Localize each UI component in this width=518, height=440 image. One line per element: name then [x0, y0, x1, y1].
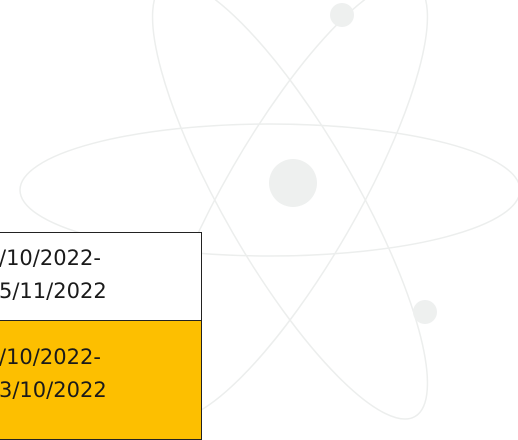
- cell-text: 3/10/2022: [0, 374, 201, 407]
- table-cell-highlighted: /10/2022- 3/10/2022: [0, 320, 202, 440]
- page: /10/2022- 5/11/2022 /10/2022- 3/10/2022 …: [0, 0, 518, 428]
- nucleus: [269, 159, 317, 207]
- electron: [413, 300, 437, 324]
- table-cell: /10/2022- 5/11/2022: [0, 232, 202, 321]
- cell-text: /10/2022-: [0, 341, 201, 374]
- cell-text: /10/2022-: [0, 242, 201, 275]
- electron: [330, 3, 354, 27]
- cell-text: 5/11/2022: [0, 275, 201, 308]
